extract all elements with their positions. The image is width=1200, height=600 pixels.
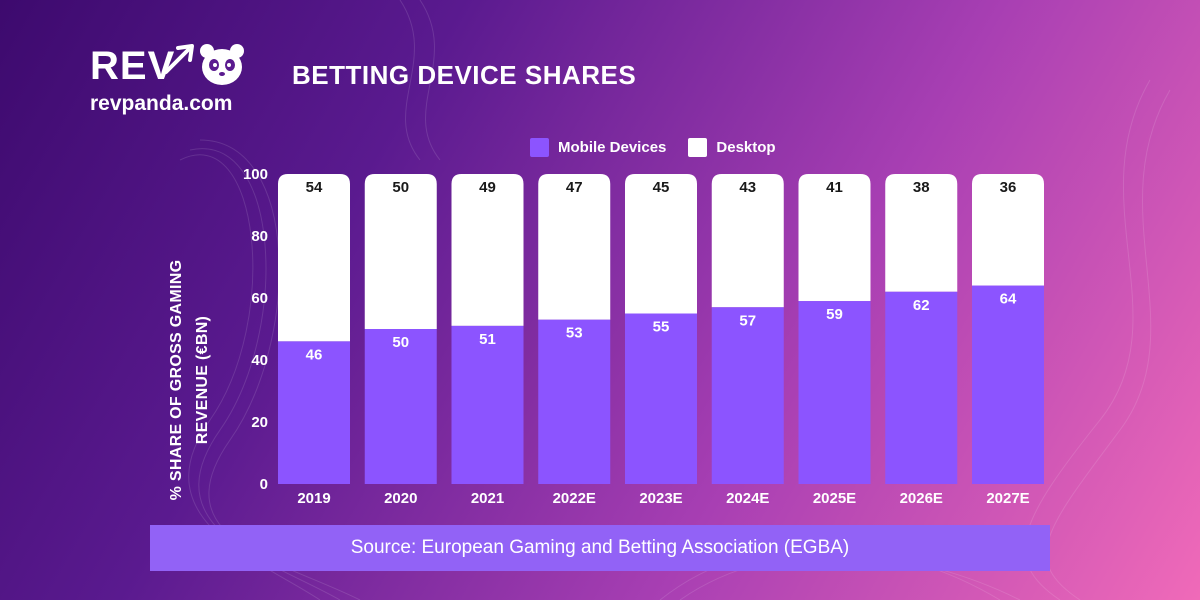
data-label-desktop: 41 xyxy=(826,179,843,196)
bar-desktop xyxy=(972,174,1044,286)
bar-mobile xyxy=(538,319,611,484)
bar-desktop xyxy=(885,174,958,292)
data-label-desktop: 50 xyxy=(392,179,409,196)
data-label-mobile: 64 xyxy=(1000,291,1017,308)
data-label-mobile: 62 xyxy=(913,297,930,314)
x-tick-label: 2019 xyxy=(297,490,330,507)
bar-mobile xyxy=(278,341,350,484)
bar-mobile xyxy=(451,325,524,484)
chart-legend: Mobile Devices Desktop xyxy=(530,138,776,157)
data-label-desktop: 43 xyxy=(739,179,756,196)
data-label-desktop: 45 xyxy=(653,179,670,196)
y-tick-label: 60 xyxy=(251,290,268,307)
data-label-desktop: 49 xyxy=(479,179,496,196)
y-tick-label: 0 xyxy=(260,476,268,493)
bar-desktop xyxy=(278,174,350,342)
data-label-mobile: 53 xyxy=(566,325,583,342)
source-text: Source: European Gaming and Betting Asso… xyxy=(350,537,850,558)
chart-title: BETTING DEVICE SHARES xyxy=(292,60,637,90)
bar-desktop xyxy=(538,174,611,320)
panda-icon xyxy=(200,44,244,85)
logo-url: revpanda.com xyxy=(90,92,233,115)
bar-desktop xyxy=(451,174,524,326)
data-label-mobile: 46 xyxy=(306,346,323,363)
growth-arrow-icon xyxy=(164,44,194,74)
x-tick-label: 2027E xyxy=(986,490,1029,507)
x-tick-label: 2022E xyxy=(553,490,596,507)
x-tick-label: 2026E xyxy=(900,490,943,507)
x-tick-label: 2023E xyxy=(639,490,682,507)
bar-mobile xyxy=(885,291,958,484)
legend-item-mobile: Mobile Devices xyxy=(530,138,666,157)
legend-label-desktop: Desktop xyxy=(716,139,776,156)
y-tick-label: 20 xyxy=(251,414,268,431)
brand-logo: REV revpanda.com xyxy=(90,40,250,120)
legend-item-desktop: Desktop xyxy=(688,138,776,157)
data-label-mobile: 59 xyxy=(826,306,843,323)
data-label-mobile: 50 xyxy=(392,334,409,351)
bar-desktop xyxy=(711,174,784,308)
bar-mobile xyxy=(711,307,784,484)
source-bar: Source: European Gaming and Betting Asso… xyxy=(150,525,1050,571)
x-tick-label: 2024E xyxy=(726,490,769,507)
legend-label-mobile: Mobile Devices xyxy=(558,139,667,156)
legend-swatch-desktop xyxy=(688,138,708,157)
y-tick-label: 80 xyxy=(251,228,268,245)
x-tick-label: 2020 xyxy=(384,490,417,507)
legend-swatch-mobile xyxy=(530,138,549,157)
y-tick-label: 40 xyxy=(251,352,268,369)
data-label-mobile: 55 xyxy=(653,319,670,336)
data-label-mobile: 51 xyxy=(479,331,496,348)
bar-mobile xyxy=(972,285,1044,484)
data-label-desktop: 36 xyxy=(1000,179,1017,196)
y-tick-label: 100 xyxy=(243,166,268,183)
bar-desktop xyxy=(625,174,697,314)
bar-mobile xyxy=(798,301,871,484)
x-tick-label: 2025E xyxy=(813,490,856,507)
x-tick-label: 2021 xyxy=(471,490,504,507)
bar-desktop xyxy=(798,174,871,302)
data-label-mobile: 57 xyxy=(739,312,756,329)
bar-mobile xyxy=(364,329,437,484)
data-label-desktop: 47 xyxy=(566,179,583,196)
bar-mobile xyxy=(625,313,697,484)
logo-wordmark: REV xyxy=(90,44,176,88)
data-label-desktop: 38 xyxy=(913,179,930,196)
bar-desktop xyxy=(364,174,437,329)
data-label-desktop: 54 xyxy=(306,179,323,196)
